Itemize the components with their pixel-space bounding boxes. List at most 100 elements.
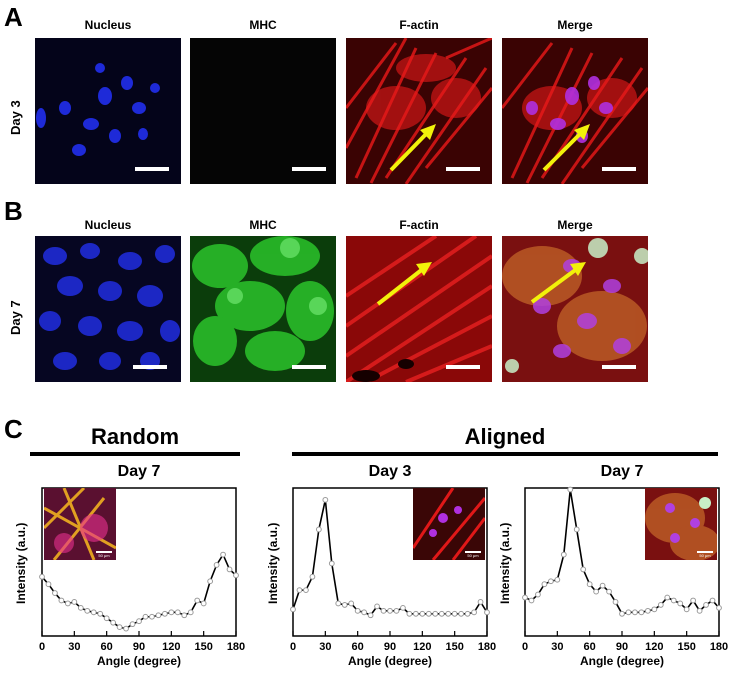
data-point: [161, 610, 168, 617]
data-point: [348, 600, 355, 607]
data-point: [207, 578, 214, 585]
x-tick-label: 150: [194, 641, 212, 653]
data-point: [528, 597, 535, 604]
data-point: [39, 573, 45, 580]
x-tick-label: 90: [133, 641, 145, 653]
inset-scale-label: 50 μm: [699, 553, 711, 558]
x-tick-label: 30: [551, 641, 563, 653]
data-point: [187, 609, 194, 616]
data-point: [84, 607, 91, 614]
data-point: [438, 610, 445, 617]
col-title-mhc-b: MHC: [249, 218, 277, 232]
chart-inset-aligned-day3: 50 μm: [413, 488, 485, 560]
data-point: [599, 582, 606, 589]
data-point: [484, 609, 490, 616]
row-label-day7: Day 7: [8, 300, 23, 335]
x-tick-label: 60: [101, 641, 113, 653]
data-point: [116, 624, 123, 631]
data-point: [155, 612, 162, 619]
micrograph-day7-nucleus: [35, 236, 181, 382]
data-point: [664, 594, 671, 601]
data-point: [142, 613, 149, 620]
chart-ylabel-2: Intensity (a.u.): [266, 522, 280, 604]
data-point: [110, 619, 117, 626]
data-point: [632, 609, 638, 616]
data-point: [477, 599, 484, 605]
data-point: [586, 581, 593, 588]
data-point: [354, 607, 361, 614]
data-point: [560, 551, 567, 558]
data-point: [309, 573, 316, 580]
data-point: [425, 610, 432, 617]
data-point: [123, 625, 129, 632]
data-point: [716, 604, 722, 611]
data-point: [97, 610, 104, 617]
x-tick-label: 60: [352, 641, 364, 653]
chart-aligned-day7: 0 30 60 90 120 150 180: [522, 486, 728, 653]
data-point: [233, 572, 239, 579]
data-point: [419, 610, 426, 617]
data-point: [90, 609, 97, 616]
data-point: [220, 551, 226, 558]
data-point: [380, 607, 387, 614]
data-point: [315, 526, 322, 533]
chart-inset-aligned-day7: 50 μm: [645, 488, 717, 560]
data-point: [709, 597, 716, 604]
data-point: [361, 609, 368, 616]
data-point: [400, 604, 406, 611]
chart-xlabel-2: Angle (degree): [347, 654, 432, 668]
data-point: [690, 597, 697, 604]
micrograph-day7-factin: [346, 236, 492, 382]
x-tick-label: 90: [384, 641, 396, 653]
data-point: [573, 526, 580, 533]
data-point: [432, 610, 439, 617]
micrograph-day3-mhc: [190, 38, 336, 184]
data-point: [328, 560, 335, 567]
col-title-factin-a: F-actin: [399, 18, 439, 32]
chart-aligned-day3: 0 30 60 90 120 150 180: [290, 487, 496, 653]
inset-scale-label: 50 μm: [98, 553, 110, 558]
col-title-nucleus-a: Nucleus: [84, 18, 132, 32]
data-point: [45, 581, 52, 588]
x-tick-label: 0: [522, 641, 528, 653]
chart-random-day7: 0 30 60 90 120 150 180: [39, 487, 245, 653]
col-title-factin-b: F-actin: [399, 218, 439, 232]
x-tick-label: 120: [162, 641, 180, 653]
data-point: [451, 610, 458, 617]
panel-letter-c: C: [4, 414, 23, 444]
x-tick-label: 180: [478, 641, 496, 653]
data-point: [393, 607, 400, 614]
data-point: [367, 612, 374, 619]
x-tick-label: 30: [68, 641, 80, 653]
data-point: [547, 578, 554, 585]
x-tick-label: 120: [645, 641, 663, 653]
data-point: [606, 588, 612, 595]
data-point: [541, 581, 548, 588]
data-point: [341, 602, 348, 608]
data-point: [458, 610, 465, 617]
data-point: [335, 600, 342, 607]
data-point: [412, 610, 419, 617]
data-point: [593, 588, 600, 595]
data-point: [464, 610, 471, 617]
data-point: [58, 597, 65, 604]
x-tick-label: 60: [584, 641, 596, 653]
data-point: [522, 594, 528, 601]
data-point: [200, 600, 207, 607]
x-tick-label: 150: [445, 641, 463, 653]
data-point: [213, 562, 220, 568]
col-title-merge-a: Merge: [557, 18, 593, 32]
chart-title-aligned-day7: Day 7: [600, 463, 644, 480]
data-point: [194, 597, 201, 604]
data-point: [670, 597, 677, 604]
data-point: [387, 607, 393, 614]
chart-title-aligned-day3: Day 3: [368, 463, 412, 480]
micrograph-day7-mhc: [190, 236, 336, 382]
data-point: [638, 609, 645, 616]
chart-ylabel-3: Intensity (a.u.): [498, 522, 512, 604]
chart-ylabel-1: Intensity (a.u.): [14, 522, 28, 604]
data-point: [149, 613, 155, 620]
chart-xlabel-3: Angle (degree): [579, 654, 664, 668]
col-title-merge-b: Merge: [557, 218, 593, 232]
group-title-aligned: Aligned: [464, 424, 546, 449]
